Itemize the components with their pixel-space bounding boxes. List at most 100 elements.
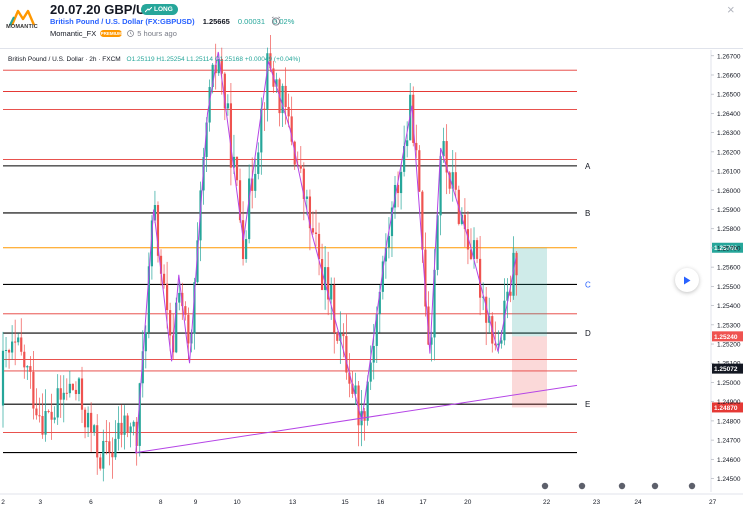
candle-body <box>384 247 387 262</box>
y-tick-label: 1.26000 <box>717 188 741 195</box>
candle-body <box>50 411 53 420</box>
candle-body <box>238 180 242 221</box>
x-tick-label: 24 <box>634 499 642 506</box>
brand-logo-icon <box>9 9 36 26</box>
x-tick-label: 2 <box>1 499 5 506</box>
candle-body <box>439 156 442 216</box>
y-tick-label: 1.26500 <box>717 92 741 99</box>
author-line: Momantic_FX PREMIUM 5 hours ago <box>50 29 177 38</box>
y-tick-label: 1.25200 <box>717 342 741 349</box>
candle-body <box>342 333 345 337</box>
candle-body <box>117 422 120 439</box>
candle-body <box>141 351 144 384</box>
candle-body <box>165 283 169 311</box>
candle-body <box>351 383 354 394</box>
y-tick-label: 1.24900 <box>717 399 741 406</box>
candle-body <box>156 205 160 256</box>
x-tick-label: 15 <box>341 499 349 506</box>
candle-body <box>436 215 439 270</box>
idea-title[interactable]: 20.07.20 GBP/USD <box>50 2 164 17</box>
x-tick-label: 17 <box>419 499 427 506</box>
candle-body <box>47 411 50 413</box>
candle-body <box>77 378 81 395</box>
candle-body <box>433 269 436 338</box>
candle-body <box>59 388 62 400</box>
clock-icon <box>127 30 135 37</box>
x-tick-label: 3 <box>39 499 43 506</box>
candle-body <box>184 306 187 315</box>
candle-body <box>478 258 482 298</box>
candle-body <box>159 255 163 274</box>
candle-body <box>90 412 93 433</box>
candle-body <box>469 249 473 260</box>
candle-body <box>324 267 327 291</box>
candle-body <box>445 141 448 173</box>
legend-title: British Pound / U.S. Dollar · 2h · FXCM <box>8 56 121 63</box>
candle-body <box>336 332 339 341</box>
candle-body <box>448 172 451 189</box>
price-tag-label: 1.24870 <box>714 405 738 412</box>
candle-body <box>466 229 470 250</box>
candle-body <box>162 273 166 284</box>
candle-body <box>56 388 59 418</box>
candle-body <box>53 417 56 420</box>
candle-body <box>62 392 65 400</box>
candle-body <box>102 440 105 469</box>
author-name[interactable]: Momantic_FX <box>50 29 97 38</box>
candle-body <box>217 58 220 74</box>
candle-body <box>35 408 38 416</box>
candle-body <box>41 415 44 435</box>
candle-body <box>497 343 500 346</box>
x-tick-label: 20 <box>464 499 472 506</box>
candle-body <box>126 415 129 433</box>
candle-body <box>17 337 20 343</box>
candle-body <box>327 267 330 300</box>
level-label-d: D <box>585 329 591 338</box>
candle-body <box>175 302 178 353</box>
level-label-e: E <box>585 400 590 409</box>
candle-body <box>208 87 211 123</box>
replay-play-button[interactable] <box>675 268 699 292</box>
candle-body <box>515 252 518 276</box>
candle-body <box>302 168 305 199</box>
x-tick-label: 27 <box>709 499 717 506</box>
candle-body <box>494 343 497 346</box>
price-tag <box>712 363 743 374</box>
candle-body <box>275 79 278 87</box>
close-button[interactable]: × <box>727 2 735 17</box>
candle-body <box>187 314 190 344</box>
candle-body <box>257 152 260 174</box>
chart-area[interactable] <box>0 48 743 509</box>
y-tick-label: 1.25400 <box>717 303 741 310</box>
candle-body <box>512 252 515 296</box>
candle-body <box>506 291 509 301</box>
candle-body <box>372 345 375 363</box>
price-change-percent: 0.02% <box>273 17 295 26</box>
candle-body <box>96 425 99 458</box>
candle-body <box>290 116 293 142</box>
candle-body <box>153 205 157 221</box>
candle-body <box>26 366 29 368</box>
elliott-wave-path <box>135 51 517 454</box>
candle-body <box>138 383 141 446</box>
play-icon <box>684 276 691 284</box>
candle-body <box>308 196 312 229</box>
alarm-clock-icon[interactable] <box>271 16 281 26</box>
candle-body <box>369 362 372 382</box>
candle-body <box>20 337 23 352</box>
candle-body <box>317 233 321 260</box>
y-tick-label: 1.25300 <box>717 322 741 329</box>
candle-body <box>169 310 172 336</box>
chart-legend: British Pound / U.S. Dollar · 2h · FXCM … <box>8 56 300 63</box>
candle-body <box>193 282 196 334</box>
candle-body <box>330 285 333 300</box>
candle-body <box>235 156 239 181</box>
candle-body <box>348 372 351 384</box>
x-tick-label: 9 <box>194 499 198 506</box>
candle-body <box>399 171 403 194</box>
candle-body <box>99 457 102 469</box>
candle-body <box>120 422 123 435</box>
symbol-link[interactable]: British Pound / U.S. Dollar (FX:GBPUSD) <box>50 17 195 26</box>
candle-body <box>509 291 512 296</box>
